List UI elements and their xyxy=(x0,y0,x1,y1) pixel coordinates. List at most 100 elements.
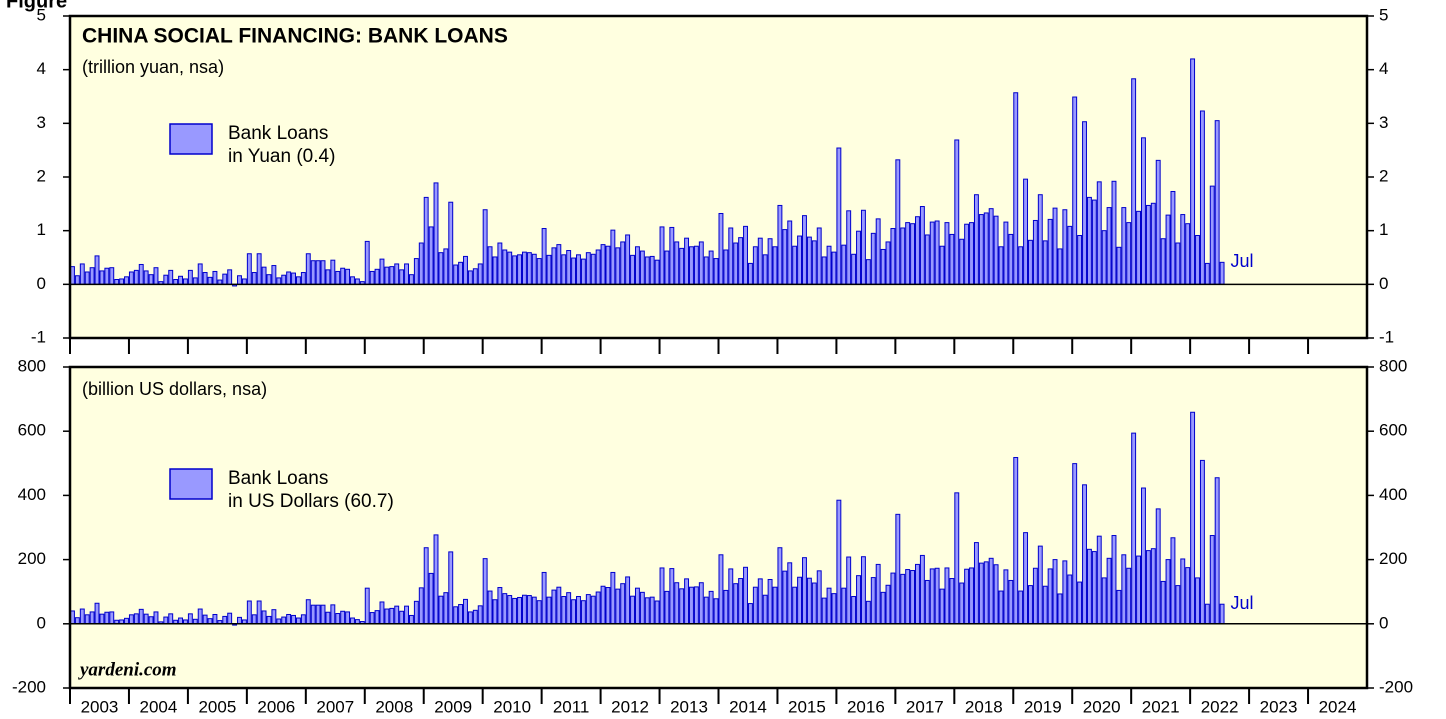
bar xyxy=(752,246,758,285)
bar xyxy=(1155,508,1161,625)
bar xyxy=(551,247,557,285)
chart-title: CHINA SOCIAL FINANCING: BANK LOANS xyxy=(82,25,508,48)
bar xyxy=(94,602,100,625)
bar xyxy=(1199,110,1205,285)
bar xyxy=(713,598,719,625)
bar xyxy=(1042,240,1048,285)
bar xyxy=(1032,567,1038,625)
bar xyxy=(291,614,296,625)
annotation: Jul xyxy=(1231,251,1254,271)
bar xyxy=(919,554,925,625)
bar xyxy=(364,587,370,625)
bar xyxy=(1204,603,1210,625)
bar xyxy=(747,262,753,285)
source: yardeni.com xyxy=(78,659,177,680)
bar xyxy=(340,267,346,285)
bar xyxy=(104,267,110,285)
bar xyxy=(915,216,920,285)
bar xyxy=(787,562,793,625)
bar xyxy=(487,590,493,625)
bar xyxy=(890,572,896,625)
bar xyxy=(335,270,341,285)
bar xyxy=(738,237,744,285)
bar xyxy=(718,212,724,285)
bar xyxy=(1185,567,1191,625)
bar xyxy=(910,223,916,285)
bar xyxy=(399,269,405,285)
bar xyxy=(836,147,842,285)
bar xyxy=(1136,555,1142,625)
bar xyxy=(207,618,213,625)
bar xyxy=(674,241,680,285)
bar xyxy=(934,220,940,285)
bar xyxy=(310,260,316,285)
bar xyxy=(895,159,901,285)
bar xyxy=(762,254,768,285)
bar xyxy=(816,570,822,625)
bar xyxy=(983,561,989,625)
bar xyxy=(698,241,704,285)
bar xyxy=(1214,477,1220,625)
bar xyxy=(1136,210,1142,285)
bar xyxy=(350,617,355,625)
bar xyxy=(418,587,424,625)
bar xyxy=(1131,78,1137,285)
bar xyxy=(556,244,562,285)
bar xyxy=(659,567,665,625)
bar xyxy=(792,586,798,625)
y-tick-label: 200 xyxy=(1379,549,1407,568)
bar xyxy=(109,611,115,625)
bar xyxy=(885,241,891,285)
bar xyxy=(1057,248,1063,285)
bar xyxy=(669,568,675,625)
x-tick-label: 2013 xyxy=(670,697,708,716)
bar xyxy=(1013,92,1019,285)
legend-label: Bank Loans in Yuan (0.4) xyxy=(228,123,336,167)
bar xyxy=(693,245,699,285)
bar xyxy=(492,599,498,625)
bar xyxy=(625,576,631,625)
bar xyxy=(580,600,586,625)
bar xyxy=(315,604,321,625)
bar xyxy=(915,563,920,625)
bar xyxy=(463,598,468,625)
bar xyxy=(492,256,498,285)
bar xyxy=(438,595,444,625)
y-tick-label: -1 xyxy=(31,327,46,346)
bar xyxy=(237,616,242,625)
bar xyxy=(954,139,960,285)
bar xyxy=(94,255,100,285)
bar xyxy=(674,582,680,625)
bar xyxy=(1160,580,1166,625)
bar xyxy=(1145,550,1151,625)
y-tick-label: 600 xyxy=(18,421,46,440)
bar xyxy=(463,255,468,285)
bar xyxy=(207,276,213,285)
bar xyxy=(973,194,979,285)
bar xyxy=(1185,223,1191,285)
bar xyxy=(826,587,832,625)
bar xyxy=(679,588,685,625)
bar xyxy=(580,258,586,285)
bar xyxy=(241,278,247,285)
bar xyxy=(571,257,577,285)
bar xyxy=(1047,218,1053,285)
bar xyxy=(679,247,685,285)
bar xyxy=(124,617,129,625)
bar xyxy=(693,586,699,625)
bar xyxy=(1101,230,1107,285)
bar xyxy=(369,612,375,625)
bar xyxy=(900,573,906,625)
bar xyxy=(860,556,866,625)
bar xyxy=(1121,207,1127,285)
bar xyxy=(423,196,429,285)
y-tick-label: 0 xyxy=(1379,274,1388,293)
plot-bg xyxy=(70,16,1367,338)
bar xyxy=(531,596,537,625)
bar xyxy=(345,611,351,625)
bar xyxy=(271,609,277,625)
bar xyxy=(99,613,105,625)
bar xyxy=(747,603,753,625)
x-tick-label: 2019 xyxy=(1024,697,1062,716)
